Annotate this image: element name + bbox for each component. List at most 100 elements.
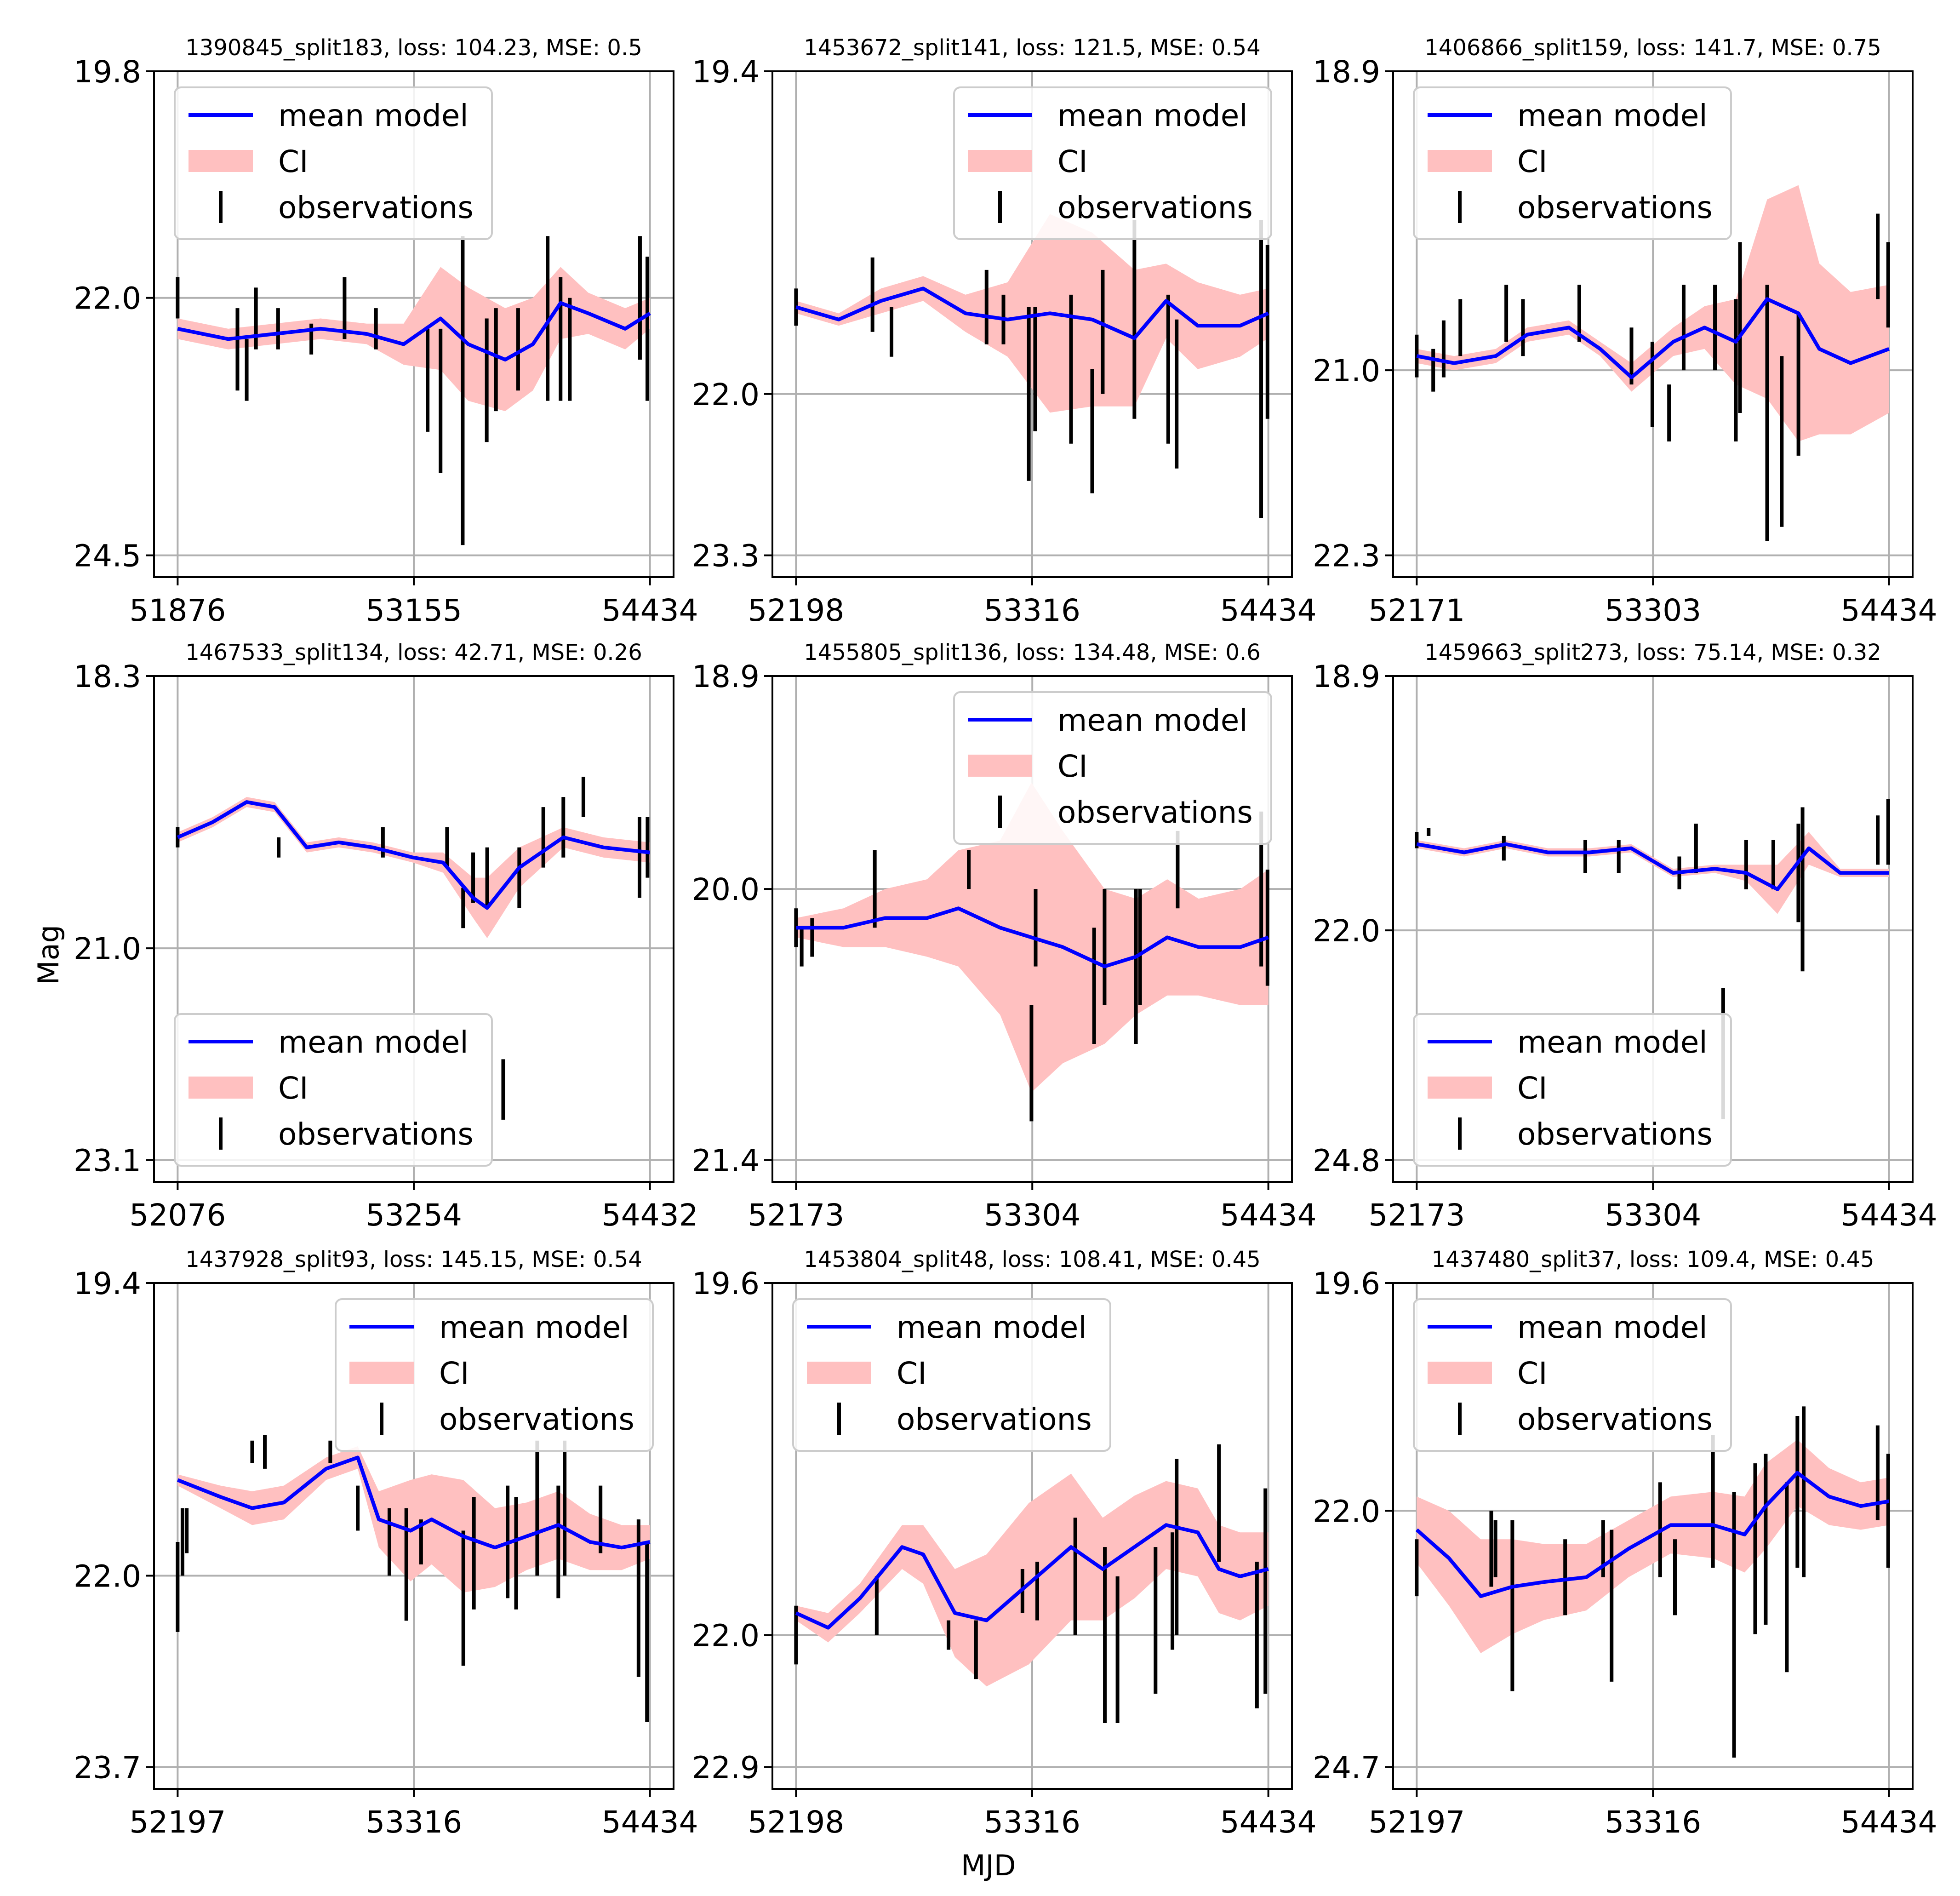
legend-label: observations — [1517, 1117, 1713, 1152]
y-tick-label: 24.7 — [1313, 1750, 1380, 1786]
x-tick-label: 54434 — [1841, 593, 1937, 628]
x-tick-label: 54434 — [1220, 1804, 1317, 1840]
x-tick-label: 54432 — [602, 1197, 698, 1233]
legend-label: CI — [1517, 144, 1548, 179]
chart-panel-5: 52173 53304 54434 18.9 20.0 21.4 1455805_split… — [692, 640, 1317, 1233]
x-tick-label: 52197 — [1368, 1804, 1465, 1840]
chart-title: 1406866_split159, loss: 141.7, MSE: 0.75 — [1424, 35, 1881, 61]
x-tick-label: 52197 — [129, 1804, 226, 1840]
y-tick-label: 19.8 — [74, 54, 141, 90]
mean-model-line — [1416, 842, 1889, 891]
y-tick-label: 22.9 — [692, 1750, 760, 1786]
chart-panel-3: 52171 53303 54434 18.9 21.0 22.3 1406866_split… — [1313, 35, 1937, 628]
x-tick-label: 53316 — [984, 1804, 1080, 1840]
legend-label: observations — [1057, 190, 1253, 225]
y-tick-label: 24.8 — [1313, 1143, 1380, 1179]
y-tick-label: 19.6 — [692, 1266, 760, 1301]
y-tick-label: 19.4 — [74, 1266, 141, 1301]
ci-band — [796, 214, 1269, 413]
y-tick-label: 22.0 — [1313, 913, 1380, 949]
x-tick-label: 53304 — [984, 1197, 1080, 1233]
legend-ci-swatch — [349, 1362, 414, 1384]
x-tick-label: 53254 — [366, 1197, 462, 1233]
x-tick-label: 51876 — [129, 593, 226, 628]
legend-label: observations — [278, 1117, 474, 1152]
legend-box — [335, 1298, 654, 1452]
ci-band — [1417, 1439, 1889, 1653]
legend-box — [174, 86, 493, 240]
y-tick-label: 21.0 — [74, 931, 141, 967]
mean-model-line — [796, 906, 1269, 968]
x-tick-label: 52198 — [748, 1804, 844, 1840]
mean-model-line — [177, 301, 651, 362]
y-tick-label: 19.6 — [1313, 1266, 1380, 1301]
chart-title: 1437480_split37, loss: 109.4, MSE: 0.45 — [1432, 1247, 1874, 1272]
legend: mean model CI observations — [792, 1298, 1111, 1452]
y-tick-label: 22.0 — [692, 1618, 760, 1654]
legend: mean model CI observations — [953, 691, 1272, 845]
chart-title: 1390845_split183, loss: 104.23, MSE: 0.5 — [185, 35, 642, 61]
y-tick-label: 22.0 — [74, 1558, 141, 1594]
x-tick-label: 52198 — [748, 593, 844, 628]
x-tick-label: 53316 — [984, 593, 1080, 628]
legend: mean model CI observations — [1413, 86, 1732, 240]
x-tick-label: 54434 — [1841, 1804, 1937, 1840]
legend-ci-swatch — [968, 755, 1032, 777]
y-tick-label: 22.0 — [692, 377, 760, 412]
chart-panel-8: 52198 53316 54434 19.6 22.0 22.9 1453804_split… — [692, 1247, 1317, 1840]
y-axis-label: Mag — [31, 925, 65, 985]
legend-ci-swatch — [189, 150, 253, 172]
chart-title: 1455805_split136, loss: 134.48, MSE: 0.6 — [804, 640, 1260, 665]
legend-label: mean model — [278, 1025, 469, 1060]
legend-label: mean model — [1057, 98, 1248, 133]
chart-title: 1467533_split134, loss: 42.71, MSE: 0.26 — [185, 640, 642, 665]
x-tick-label: 52173 — [748, 1197, 844, 1233]
legend-ci-swatch — [807, 1362, 871, 1384]
legend-label: mean model — [1057, 703, 1248, 738]
legend-label: mean model — [439, 1310, 629, 1345]
y-tick-label: 18.9 — [1313, 54, 1380, 90]
legend-box — [953, 86, 1272, 240]
mean-model-line — [795, 286, 1269, 340]
legend-box — [1413, 1013, 1732, 1167]
y-tick-label: 19.4 — [692, 54, 760, 90]
y-tick-label: 23.3 — [692, 538, 760, 574]
y-tick-label: 18.9 — [1313, 659, 1380, 694]
x-tick-label: 53316 — [366, 1804, 462, 1840]
legend-ci-swatch — [968, 150, 1032, 172]
legend-label: CI — [1517, 1071, 1548, 1106]
legend-ci-swatch — [189, 1077, 253, 1099]
ci-band — [1417, 831, 1889, 914]
chart-panel-7: 52197 53316 54434 19.4 22.0 23.7 1437928_split… — [74, 1247, 698, 1840]
chart-panel-9: 52197 53316 54434 19.6 22.0 24.7 1437480_split… — [1313, 1247, 1937, 1840]
mean-model-line — [177, 800, 651, 910]
legend: mean model CI observations — [335, 1298, 654, 1452]
legend-label: CI — [1517, 1356, 1548, 1391]
legend-box — [1413, 86, 1732, 240]
legend-label: CI — [1057, 144, 1088, 179]
x-tick-label: 52171 — [1368, 593, 1465, 628]
x-tick-label: 53303 — [1605, 593, 1701, 628]
x-axis-label: MJD — [961, 1849, 1016, 1882]
legend-ci-swatch — [1428, 150, 1492, 172]
y-tick-label: 23.1 — [74, 1143, 141, 1179]
chart-panel-4: 52076 53254 54432 18.3 21.0 23.1 1467533_split… — [74, 640, 698, 1233]
legend: mean model CI observations — [174, 1013, 493, 1167]
chart-panel-2: 52198 53316 54434 19.4 22.0 23.3 1453672_split… — [692, 35, 1317, 628]
legend-label: mean model — [1517, 1310, 1708, 1345]
y-tick-label: 18.3 — [74, 659, 141, 694]
legend-label: observations — [1057, 795, 1253, 830]
legend-label: mean model — [1517, 1025, 1708, 1060]
x-tick-label: 52173 — [1368, 1197, 1465, 1233]
y-tick-label: 18.9 — [692, 659, 760, 694]
legend-label: mean model — [897, 1310, 1087, 1345]
x-tick-label: 54434 — [1220, 593, 1317, 628]
legend: mean model CI observations — [174, 86, 493, 240]
x-tick-label: 54434 — [1220, 1197, 1317, 1233]
legend: mean model CI observations — [953, 86, 1272, 240]
x-tick-label: 54434 — [1841, 1197, 1937, 1233]
legend-label: CI — [897, 1356, 927, 1391]
y-tick-label: 24.5 — [74, 538, 141, 574]
chart-title: 1453672_split141, loss: 121.5, MSE: 0.54 — [804, 35, 1260, 61]
x-tick-label: 52076 — [129, 1197, 226, 1233]
